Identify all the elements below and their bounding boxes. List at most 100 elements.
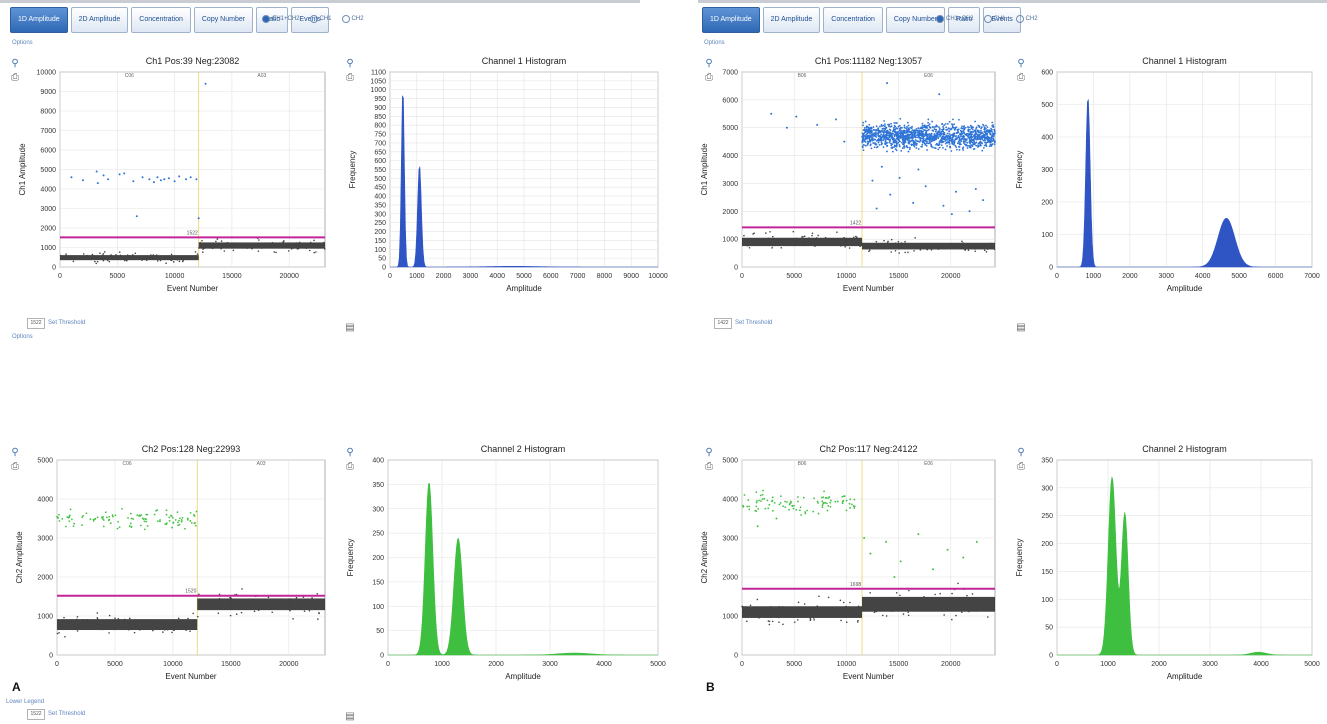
negative-droplet [893, 598, 895, 601]
tab-1d-amplitude[interactable]: 1D Amplitude [702, 7, 760, 33]
radio-ch1[interactable]: CH1 [983, 15, 1006, 23]
copy-icon[interactable]: ▤ [345, 322, 355, 333]
zoom-icon[interactable]: ⚲ [346, 447, 354, 458]
positive-droplet [915, 142, 918, 145]
negative-droplet [108, 260, 111, 263]
positive-droplet [868, 137, 871, 139]
tab-copy-number[interactable]: Copy Number [193, 7, 254, 33]
positive-droplet [743, 494, 746, 496]
positive-droplet [955, 131, 958, 134]
positive-droplet [928, 138, 931, 141]
zoom-icon[interactable]: ⚲ [705, 58, 713, 69]
zoom-icon[interactable]: ⚲ [705, 447, 713, 458]
negative-droplet [127, 628, 130, 631]
print-icon[interactable]: ⎙ [1017, 72, 1025, 83]
tab-2d-amplitude[interactable]: 2D Amplitude [762, 7, 821, 33]
lower-options-link[interactable]: Options [12, 334, 33, 340]
negative-droplet [801, 237, 803, 240]
negative-droplet [743, 238, 745, 240]
positive-droplet [951, 123, 953, 125]
radio-ch2[interactable]: CH2 [341, 15, 364, 23]
negative-droplet [105, 624, 107, 627]
negative-droplet [914, 237, 916, 239]
positive-droplet [966, 145, 969, 147]
tab-ratio[interactable]: Ratio [256, 7, 289, 33]
chart-A-ch1-hist: 0501001502002503003504004505005506006507… [348, 56, 668, 293]
positive-droplet [165, 509, 168, 512]
threshold-input[interactable]: 1422 [714, 318, 732, 329]
radio-ch1-ch2[interactable]: CH1+CH2 [936, 15, 974, 23]
tab-copy-number[interactable]: Copy Number [885, 7, 946, 33]
set-threshold-button[interactable]: Set Threshold [735, 320, 773, 326]
print-icon[interactable]: ⎙ [346, 461, 354, 472]
positive-droplet [929, 134, 932, 137]
tab-concentration[interactable]: Concentration [823, 7, 883, 33]
positive-droplet [982, 124, 985, 127]
zoom-icon[interactable]: ⚲ [11, 447, 19, 458]
tab-2d-amplitude[interactable]: 2D Amplitude [70, 7, 129, 33]
copy-icon[interactable]: ▤ [1016, 322, 1026, 333]
tab-concentration[interactable]: Concentration [131, 7, 191, 33]
threshold-input[interactable]: 1522 [27, 709, 45, 720]
negative-droplet [803, 235, 806, 238]
positive-droplet [968, 137, 971, 140]
positive-droplet [955, 148, 958, 151]
positive-droplet [976, 129, 979, 132]
set-threshold-button[interactable]: Set Threshold [48, 320, 86, 326]
positive-droplet [143, 520, 146, 523]
negative-droplet [211, 602, 214, 605]
y-tick-label: 50 [376, 628, 384, 635]
negative-droplet [801, 236, 803, 238]
positive-droplet [942, 132, 945, 135]
positive-droplet [58, 513, 60, 516]
positive-droplet [176, 511, 179, 514]
print-icon[interactable]: ⎙ [346, 72, 354, 83]
radio-ch2[interactable]: CH2 [1015, 15, 1038, 23]
negative-droplet [825, 243, 828, 245]
zoom-icon[interactable]: ⚲ [1017, 58, 1025, 69]
positive-droplet [759, 494, 762, 497]
radio-ch1-ch2[interactable]: CH1+CH2 [262, 15, 300, 23]
zoom-icon[interactable]: ⚲ [1017, 447, 1025, 458]
print-icon[interactable]: ⎙ [11, 72, 19, 83]
print-icon[interactable]: ⎙ [705, 461, 713, 472]
negative-droplet [290, 248, 293, 250]
negative-droplet [832, 244, 835, 246]
negative-droplet [127, 256, 130, 258]
positive-droplet [962, 556, 965, 559]
tab-ratio[interactable]: Ratio [948, 7, 981, 33]
positive-droplet [936, 132, 939, 135]
zoom-icon[interactable]: ⚲ [11, 58, 19, 69]
positive-droplet [903, 124, 906, 127]
negative-droplet [895, 591, 898, 594]
y-tick-label: 900 [374, 105, 386, 112]
negative-droplet [955, 614, 957, 617]
positive-droplet [985, 133, 988, 136]
negative-droplet [862, 605, 865, 607]
threshold-input[interactable]: 1522 [27, 318, 45, 329]
positive-droplet [139, 524, 142, 527]
y-tick-label: 250 [374, 220, 386, 227]
lower-legend-link[interactable]: Lower Legend [6, 699, 45, 705]
negative-droplet [144, 624, 147, 627]
radio-ch1[interactable]: CH1 [309, 15, 332, 23]
negative-droplet [292, 246, 295, 248]
negative-droplet [894, 249, 897, 252]
set-threshold-button[interactable]: Set Threshold [48, 711, 86, 717]
positive-droplet [101, 517, 104, 520]
print-icon[interactable]: ⎙ [1017, 461, 1025, 472]
print-icon[interactable]: ⎙ [705, 72, 713, 83]
y-tick-label: 600 [374, 158, 386, 165]
negative-droplet [108, 632, 110, 634]
options-link[interactable]: Options [704, 40, 725, 46]
zoom-icon[interactable]: ⚲ [346, 58, 354, 69]
tab-1d-amplitude[interactable]: 1D Amplitude [10, 7, 68, 33]
y-tick-label: 3000 [40, 206, 56, 213]
negative-droplet [156, 260, 159, 262]
copy-icon[interactable]: ▤ [345, 711, 355, 722]
y-tick-label: 3000 [722, 536, 738, 543]
options-link[interactable]: Options [12, 40, 33, 46]
negative-droplet [76, 618, 78, 621]
positive-droplet [960, 130, 963, 133]
print-icon[interactable]: ⎙ [11, 461, 19, 472]
